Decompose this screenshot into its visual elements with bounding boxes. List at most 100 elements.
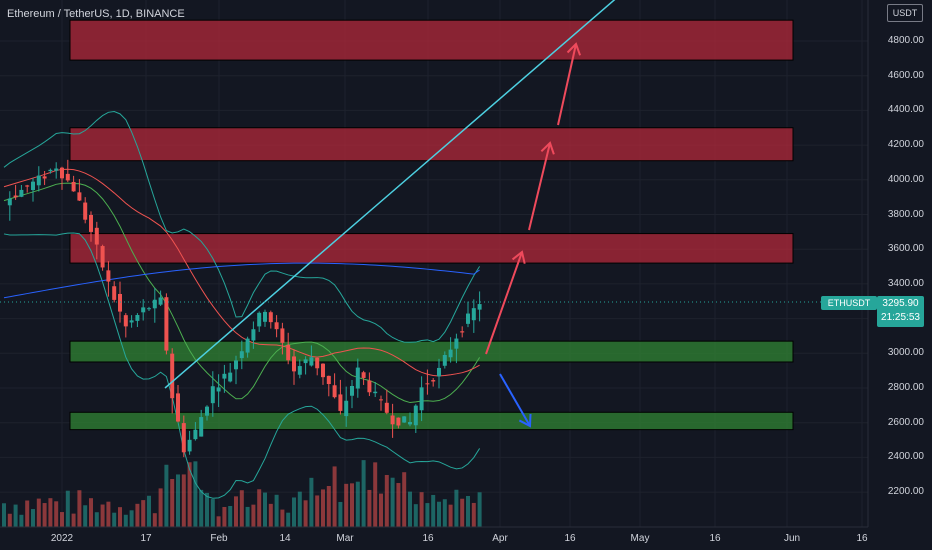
volume-bar xyxy=(216,516,221,527)
candle-body xyxy=(344,400,349,417)
arrow-down-head xyxy=(518,413,532,428)
volume-bar xyxy=(13,504,18,527)
volume-bar xyxy=(390,477,395,527)
resistance-zone xyxy=(69,233,794,264)
candle-body xyxy=(170,353,175,399)
time-axis-label: May xyxy=(630,533,650,544)
volume-bar xyxy=(106,501,111,527)
candle-body xyxy=(442,354,447,366)
volume-bar xyxy=(419,492,424,527)
arrow-up-3 xyxy=(557,43,577,126)
volume-bar xyxy=(170,479,175,527)
time-axis-label: 16 xyxy=(709,533,721,544)
candle-body xyxy=(373,391,378,394)
volume-bar xyxy=(176,474,180,527)
candle-body xyxy=(251,329,256,341)
volume-bar xyxy=(187,462,192,527)
volume-bar xyxy=(147,495,151,527)
price-axis-label: 2800.00 xyxy=(887,382,924,393)
candle-body xyxy=(25,185,30,187)
volume-bar xyxy=(152,513,157,527)
candle-body xyxy=(413,405,418,426)
volume-bar xyxy=(431,494,436,527)
chart-title: Ethereum / TetherUS, 1D, BINANCE xyxy=(7,8,185,20)
volume-bar xyxy=(460,498,465,527)
last-price: 3295.90 xyxy=(882,298,919,309)
candle-body xyxy=(48,169,53,172)
candle-body xyxy=(419,387,424,411)
volume-bar xyxy=(274,494,279,527)
price-axis-label: 4600.00 xyxy=(887,69,924,81)
candle-body xyxy=(315,357,320,369)
price-axis-label: 3800.00 xyxy=(887,208,924,220)
resistance-zone xyxy=(69,19,794,61)
volume-bar xyxy=(7,513,12,527)
volume-bar xyxy=(408,491,412,527)
volume-bar xyxy=(373,462,378,527)
candle-body xyxy=(234,360,238,370)
symbol-tag: ETHUSDT xyxy=(821,296,877,310)
volume-bar xyxy=(257,489,262,527)
price-axis-label: 4800.00 xyxy=(887,35,924,46)
volume-bar xyxy=(25,500,30,527)
candle-body xyxy=(257,312,262,327)
time-axis-label: 2022 xyxy=(50,533,74,544)
volume-bar xyxy=(361,460,366,527)
candle-body xyxy=(263,311,267,322)
volume-bar xyxy=(94,512,99,527)
volume-bar xyxy=(181,474,186,527)
price-axis-label: 3000.00 xyxy=(887,347,924,359)
candle-body xyxy=(100,246,105,268)
candle-body xyxy=(454,338,459,349)
bollinger-upper-line xyxy=(3,111,481,343)
candle-body xyxy=(205,406,209,416)
candle-body xyxy=(326,375,331,385)
volume-bar xyxy=(65,490,70,527)
candle-body xyxy=(19,189,24,197)
price-axis-label: 2600.00 xyxy=(887,416,924,428)
candle-body xyxy=(7,198,12,206)
time-axis-label: Feb xyxy=(210,533,228,544)
bollinger-basis-line xyxy=(3,182,481,404)
volume-bar xyxy=(396,483,401,527)
candle-body xyxy=(477,304,482,310)
candle-body xyxy=(54,168,59,171)
volume-bar xyxy=(425,503,430,527)
volume-bar xyxy=(54,501,59,527)
candle-body xyxy=(268,312,273,323)
time-axis-label: Jun xyxy=(783,533,801,544)
trendline xyxy=(164,0,616,389)
volume-bar xyxy=(338,501,343,527)
volume-bar xyxy=(466,495,470,527)
candle-body xyxy=(42,176,47,179)
volume-bar xyxy=(19,514,24,527)
volume-bar xyxy=(129,510,134,527)
candle-body xyxy=(379,399,383,401)
countdown: 21:25:53 xyxy=(881,312,920,323)
arrow-up-1 xyxy=(485,251,523,355)
volume-bar xyxy=(141,500,146,527)
candle-body xyxy=(355,367,360,389)
candle-body xyxy=(187,439,192,452)
candle-body xyxy=(321,363,325,378)
volume-bar xyxy=(332,466,337,527)
volume-bar xyxy=(31,509,35,527)
volume-bar xyxy=(251,504,256,527)
candle-body xyxy=(309,357,314,366)
volume-bar xyxy=(199,489,204,527)
volume-bar xyxy=(402,472,407,527)
candle-body xyxy=(222,373,227,379)
volume-bar xyxy=(477,492,482,527)
candle-body xyxy=(228,372,233,382)
volume-bar xyxy=(268,503,273,527)
candle-body xyxy=(94,227,99,245)
candle-body xyxy=(471,308,476,321)
candle-body xyxy=(338,394,343,411)
candle-body xyxy=(245,338,250,353)
candle-body xyxy=(71,181,76,192)
volume-bar xyxy=(100,504,105,527)
currency-badge[interactable]: USDT xyxy=(887,4,923,22)
volume-bar xyxy=(48,498,53,527)
